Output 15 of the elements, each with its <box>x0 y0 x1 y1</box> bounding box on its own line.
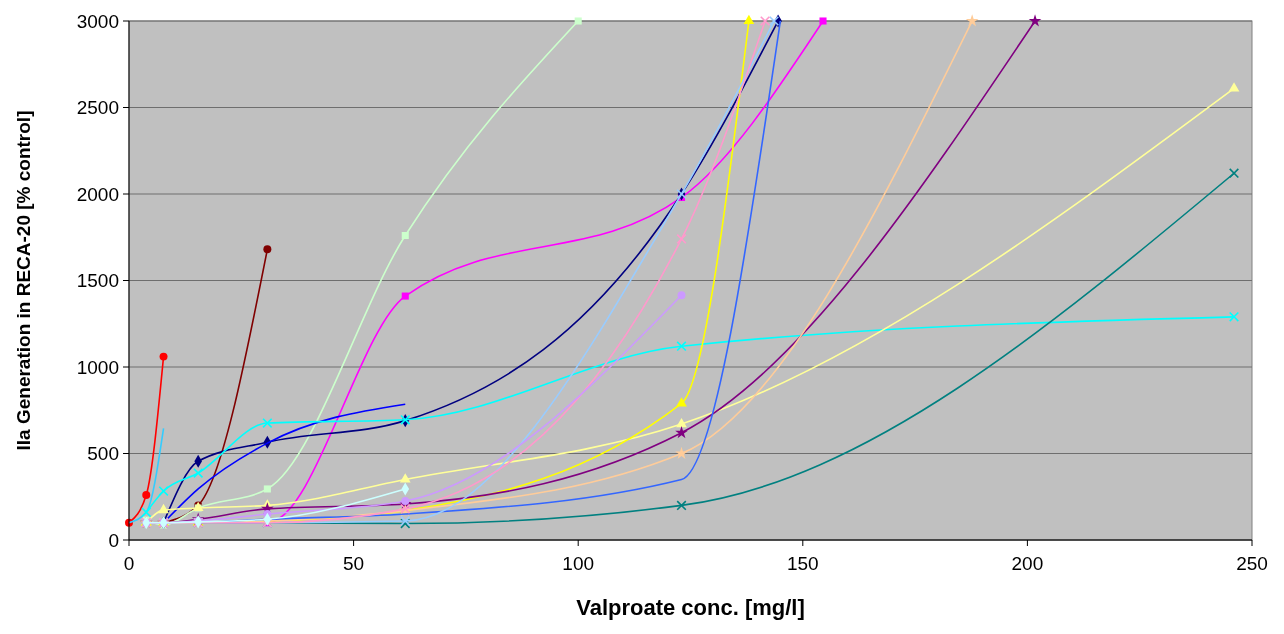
y-tick-label: 2500 <box>76 97 119 119</box>
x-tick-label: 250 <box>1236 553 1268 574</box>
y-tick-label: 500 <box>87 443 119 465</box>
y-tick-label: 1500 <box>76 270 119 292</box>
x-tick-label: 100 <box>562 553 595 574</box>
x-tick-label: 0 <box>123 553 135 574</box>
y-tick-label: 0 <box>108 529 119 551</box>
x-tick-label: 200 <box>1011 553 1044 574</box>
y-tick-label: 3000 <box>76 10 119 32</box>
x-tick-label: 150 <box>786 553 819 574</box>
y-tick-label: 2000 <box>76 183 119 205</box>
y-axis-title: IIa Generation in RECA-20 [% control] <box>13 110 34 451</box>
x-tick-label: 50 <box>343 553 365 574</box>
y-tick-label: 1000 <box>76 356 119 378</box>
x-axis-title: Valproate conc. [mg/l] <box>576 595 805 620</box>
